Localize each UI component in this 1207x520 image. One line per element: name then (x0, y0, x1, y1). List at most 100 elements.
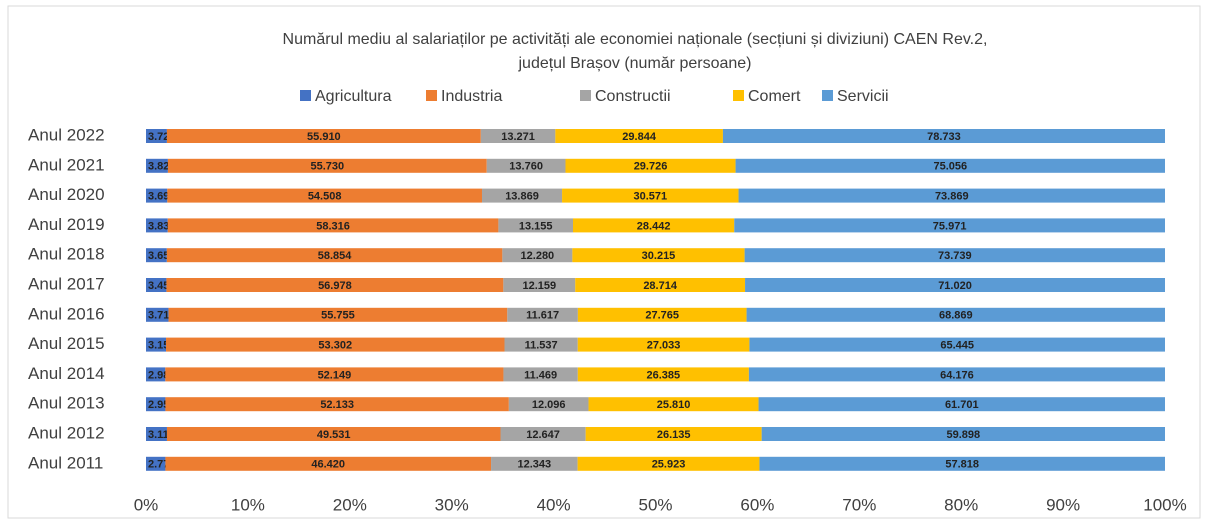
data-label: 55.755 (321, 310, 355, 322)
bar-segment (165, 367, 504, 382)
x-tick-label: 30% (435, 495, 469, 514)
data-label: 68.869 (939, 310, 973, 322)
x-tick-label: 20% (333, 495, 367, 514)
x-tick-label: 40% (537, 495, 571, 514)
bar-segment (502, 248, 573, 263)
bar-segment (562, 188, 739, 203)
bar-segment (738, 188, 1165, 203)
data-label: 78.733 (927, 131, 961, 143)
data-label: 26.385 (647, 369, 681, 381)
bar-segment (555, 129, 723, 143)
bar-segment (165, 397, 509, 412)
bar-segment (146, 158, 168, 173)
data-label: 73.869 (935, 191, 969, 203)
legend-swatch (822, 90, 833, 101)
y-tick-label: Anul 2012 (28, 423, 105, 442)
data-label: 55.910 (307, 131, 341, 143)
data-label: 75.971 (933, 220, 967, 232)
bar-segment (480, 129, 556, 143)
bar-segment (585, 427, 762, 441)
data-label: 27.033 (647, 340, 681, 352)
data-label: 57.818 (945, 459, 979, 471)
chart-title: județul Brașov (număr persoane) (517, 55, 751, 72)
y-tick-label: Anul 2017 (28, 274, 105, 293)
legend-label: Constructii (595, 88, 671, 105)
y-tick-label: Anul 2018 (28, 245, 105, 264)
bar-segment (745, 278, 1165, 292)
bar-segment (748, 367, 1165, 382)
bar-segment (577, 337, 750, 352)
data-label: 13.869 (505, 191, 539, 203)
bar-segment (759, 456, 1165, 471)
data-label: 26.135 (657, 429, 691, 441)
bar-segment (503, 278, 576, 292)
bar-segment (744, 248, 1165, 263)
data-label: 64.176 (940, 369, 974, 381)
data-label: 58.854 (318, 250, 353, 262)
legend-label: Comert (748, 88, 801, 105)
bar-segment (146, 307, 169, 322)
data-label: 27.765 (645, 310, 679, 322)
data-label: 59.898 (946, 429, 980, 441)
bar-segment (167, 158, 487, 173)
legend-label: Industria (441, 88, 502, 105)
data-label: 55.730 (311, 161, 345, 173)
x-tick-label: 0% (134, 495, 159, 514)
data-label: 61.701 (945, 399, 979, 411)
bar-segment (575, 278, 746, 292)
bar-segment (166, 248, 503, 263)
bar-segment (166, 129, 481, 143)
bar-segment (761, 427, 1165, 441)
data-label: 13.155 (519, 220, 553, 232)
data-label: 30.571 (633, 191, 667, 203)
bar-segment (749, 337, 1165, 352)
data-label: 46.420 (311, 459, 345, 471)
y-tick-label: Anul 2021 (28, 155, 105, 174)
data-label: 71.020 (938, 280, 972, 292)
data-label: 52.133 (320, 399, 354, 411)
y-tick-label: Anul 2011 (28, 453, 103, 472)
bar-segment (734, 218, 1165, 233)
bar-segment (722, 129, 1165, 143)
bar-segment (146, 129, 167, 143)
data-label: 53.302 (318, 340, 352, 352)
bar-segment (504, 337, 578, 352)
data-label: 11.617 (526, 310, 559, 322)
x-tick-label: 80% (944, 495, 978, 514)
x-tick-label: 50% (638, 495, 672, 514)
data-label: 56.978 (318, 280, 352, 292)
data-label: 13.760 (509, 161, 543, 173)
bar-segment (572, 218, 735, 233)
y-tick-label: Anul 2020 (28, 185, 105, 204)
data-label: 30.215 (642, 250, 676, 262)
bar-segment (146, 427, 167, 441)
data-label: 73.739 (938, 250, 972, 262)
bar-segment (146, 278, 167, 292)
data-label: 11.469 (524, 369, 557, 381)
legend-label: Agricultura (315, 88, 392, 105)
bar-segment (146, 218, 168, 233)
bar-segment (486, 158, 566, 173)
x-tick-label: 60% (740, 495, 774, 514)
bar-segment (146, 248, 167, 263)
data-label: 65.445 (940, 340, 974, 352)
data-label: 12.096 (532, 399, 566, 411)
bar-segment (146, 188, 168, 203)
x-tick-label: 100% (1143, 495, 1186, 514)
bar-segment (146, 337, 167, 352)
data-label: 49.531 (317, 429, 351, 441)
bar-segment (166, 278, 504, 292)
data-label: 13.271 (501, 131, 535, 143)
data-label: 54.508 (308, 191, 342, 203)
x-tick-label: 90% (1046, 495, 1080, 514)
legend-swatch (733, 90, 744, 101)
bar-segment (165, 456, 492, 471)
data-label: 29.844 (622, 131, 657, 143)
data-label: 25.810 (657, 399, 691, 411)
data-label: 28.442 (637, 220, 671, 232)
data-label: 52.149 (318, 369, 352, 381)
bar-segment (508, 397, 589, 412)
bar-segment (500, 427, 586, 441)
bar-segment (577, 307, 747, 322)
